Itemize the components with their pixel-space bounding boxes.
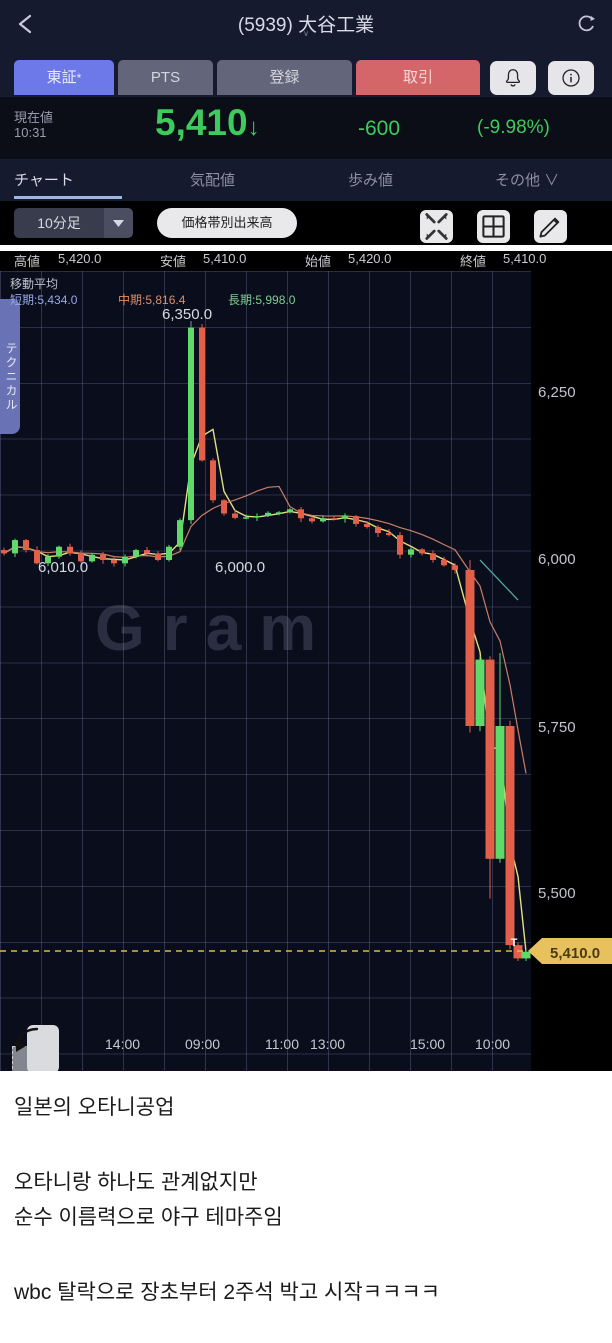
svg-text:5,410.0: 5,410.0 <box>550 945 600 962</box>
svg-text:T: T <box>511 937 518 949</box>
